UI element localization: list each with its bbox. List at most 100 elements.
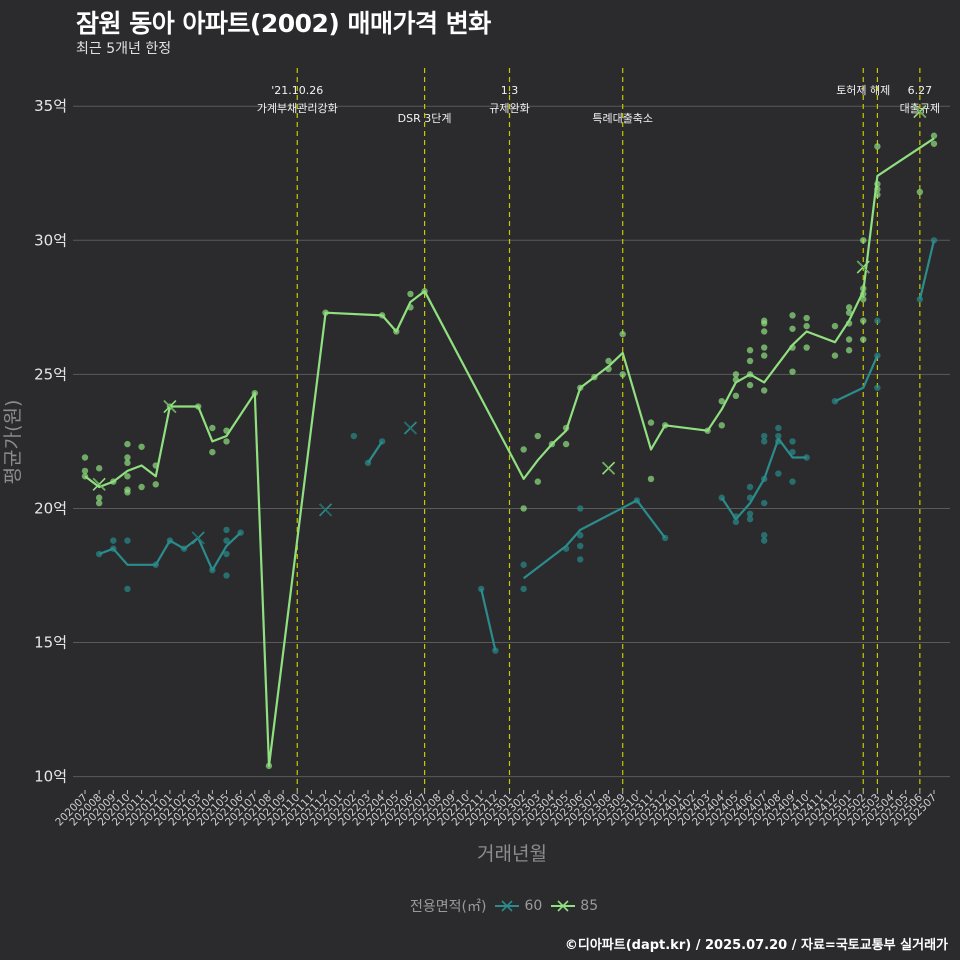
data-point-85	[860, 317, 867, 324]
data-point-60	[775, 424, 782, 432]
series-line-60	[918, 240, 936, 300]
chart-subtitle: 최근 5개년 한정	[76, 41, 172, 57]
y-tick-label: 20억	[34, 499, 67, 517]
cancelled-marker-85	[92, 477, 106, 491]
data-point-60	[478, 585, 485, 593]
data-point-60	[789, 478, 796, 485]
cancelled-marker-85	[856, 260, 870, 274]
data-point-60	[577, 532, 584, 539]
data-point-60	[916, 296, 924, 303]
data-point-60	[577, 542, 584, 550]
y-tick-label: 15억	[34, 634, 67, 652]
cancelled-marker-85	[163, 399, 177, 414]
data-point-85	[916, 188, 924, 196]
data-point-85	[845, 309, 853, 316]
event-label: 가계부채관리강화	[257, 102, 338, 115]
event-label: DSR 3단계	[398, 112, 452, 125]
data-point-60	[223, 537, 230, 544]
data-point-85	[930, 140, 938, 147]
y-tick-label: 25억	[34, 365, 67, 383]
data-point-60	[930, 237, 938, 244]
data-point-85	[95, 494, 103, 501]
data-point-85	[647, 419, 655, 426]
data-point-85	[81, 454, 89, 461]
data-point-60	[124, 585, 131, 593]
cancelled-shadow	[92, 478, 106, 491]
data-point-85	[95, 465, 103, 472]
data-point-85	[789, 312, 796, 319]
legend-title: 전용면적(㎡)	[410, 899, 487, 915]
data-point-60	[761, 537, 768, 544]
event-label: 규제완화	[489, 102, 529, 115]
data-point-60	[746, 510, 754, 518]
data-point-85	[407, 290, 414, 298]
data-point-85	[124, 440, 131, 448]
data-point-85	[845, 304, 853, 311]
event-label: 6.27	[908, 84, 933, 97]
cancelled-marker-60	[318, 503, 333, 517]
data-point-85	[619, 371, 626, 378]
grid-layer	[73, 105, 950, 778]
data-point-85	[81, 467, 89, 475]
data-point-85	[831, 352, 839, 359]
legend-key-85-icon	[551, 900, 576, 912]
data-point-85	[803, 322, 810, 330]
data-point-85	[746, 357, 754, 365]
series-line-60	[480, 588, 497, 651]
series-line-60	[720, 437, 807, 521]
data-point-60	[223, 550, 230, 558]
data-point-60	[803, 454, 810, 461]
data-point-85	[152, 481, 159, 488]
data-point-85	[746, 347, 754, 354]
data-point-85	[718, 422, 725, 429]
series-layer	[81, 105, 938, 770]
data-point-85	[803, 314, 810, 322]
legend-key-60-icon	[495, 900, 520, 912]
data-point-60	[350, 432, 358, 440]
data-point-85	[138, 483, 145, 491]
cancelled-shadow	[857, 260, 870, 274]
cancelled-shadow	[913, 105, 927, 118]
data-point-85	[124, 459, 131, 467]
data-point-85	[874, 143, 881, 150]
legend-item-85[interactable]: 85	[550, 898, 598, 914]
data-point-60	[761, 432, 768, 440]
data-point-85	[860, 336, 867, 343]
data-point-85	[619, 330, 626, 338]
y-tick-label: 35억	[34, 97, 67, 115]
data-point-85	[732, 371, 740, 378]
series-line-60	[523, 499, 666, 580]
event-label: '21.10.26	[271, 84, 323, 97]
event-label: 특례대출축소	[592, 112, 653, 125]
data-point-60	[746, 483, 754, 491]
series-line-60	[98, 531, 242, 572]
data-point-60	[761, 438, 768, 445]
cancelled-shadow	[163, 400, 177, 413]
event-label: 대출규제	[900, 102, 940, 115]
chart-title: 잠원 동아 아파트(2002) 매매가격 변화	[76, 9, 491, 38]
cancelled-shadow	[191, 531, 205, 545]
legend-item-60[interactable]: 60	[494, 898, 542, 914]
data-point-85	[789, 325, 796, 332]
data-point-85	[789, 368, 796, 375]
data-point-60	[761, 532, 768, 539]
data-point-85	[520, 505, 527, 512]
data-point-60	[577, 556, 584, 563]
data-point-60	[110, 537, 117, 544]
data-point-85	[520, 446, 527, 453]
data-point-85	[761, 344, 768, 351]
y-tick-label: 30억	[34, 231, 67, 249]
data-point-85	[732, 392, 740, 400]
data-point-85	[860, 296, 867, 303]
data-point-85	[930, 132, 938, 139]
cancelled-marker-85	[913, 105, 927, 119]
cancelled-shadow	[404, 421, 417, 435]
cancelled-marker-60	[403, 421, 418, 435]
data-point-85	[761, 328, 768, 335]
data-point-60	[775, 432, 782, 440]
data-point-60	[520, 585, 527, 593]
data-point-85	[95, 499, 103, 507]
data-point-85	[746, 381, 754, 389]
